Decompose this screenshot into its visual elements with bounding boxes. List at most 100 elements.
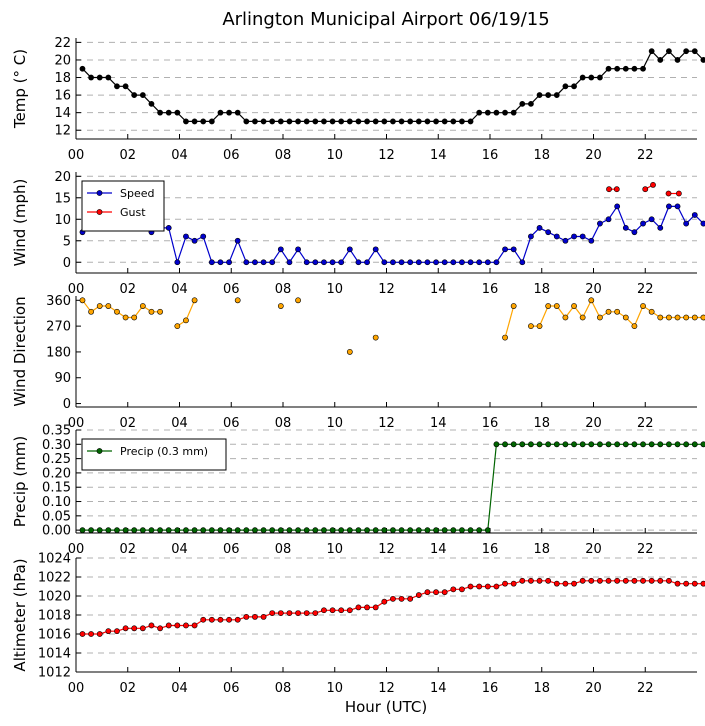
data-point <box>467 527 474 534</box>
data-point <box>467 583 474 590</box>
legend-box <box>81 180 165 232</box>
y-tick-label: 1018 <box>38 609 71 624</box>
data-point <box>553 441 560 448</box>
data-point <box>217 109 224 116</box>
data-point <box>597 74 603 81</box>
y-tick-label: 18 <box>54 71 71 86</box>
data-point <box>666 203 672 210</box>
data-point <box>88 527 94 534</box>
data-point <box>174 622 181 629</box>
data-point <box>346 246 353 253</box>
data-point <box>174 527 181 534</box>
x-tick-label: 20 <box>585 416 602 431</box>
data-point <box>372 334 379 341</box>
data-point <box>381 527 388 534</box>
data-point <box>217 527 224 534</box>
data-point <box>614 65 621 72</box>
data-point <box>579 74 586 81</box>
data-point <box>700 57 705 63</box>
x-tick-label: 12 <box>378 416 395 431</box>
data-point <box>390 259 396 266</box>
data-point <box>148 308 155 315</box>
x-tick-label: 18 <box>533 681 550 696</box>
data-point <box>234 297 241 304</box>
data-point <box>622 577 629 584</box>
data-point <box>114 308 120 315</box>
data-point <box>424 589 431 596</box>
x-tick-label: 14 <box>430 416 447 431</box>
data-point <box>441 259 448 266</box>
data-point <box>243 614 250 620</box>
data-point <box>338 118 345 125</box>
data-point <box>597 577 603 584</box>
data-point <box>329 607 336 614</box>
data-point <box>105 628 112 635</box>
data-point <box>510 246 517 253</box>
data-point <box>390 595 396 602</box>
data-point <box>614 441 621 448</box>
data-point <box>398 527 405 534</box>
data-point <box>329 527 336 534</box>
data-point <box>640 303 646 309</box>
data-point <box>183 622 189 629</box>
data-point <box>303 527 310 534</box>
x-tick-label: 20 <box>585 282 602 297</box>
data-point <box>657 577 664 584</box>
data-point <box>303 259 310 266</box>
y-tick-label: 1022 <box>38 571 71 586</box>
data-point <box>631 577 638 584</box>
data-point <box>597 441 603 448</box>
data-point <box>183 233 189 240</box>
y-axis-label: Altimeter (hPa) <box>11 558 29 671</box>
data-point <box>355 118 362 125</box>
data-point <box>562 237 569 244</box>
data-point <box>286 527 293 534</box>
data-point <box>683 220 690 227</box>
data-point <box>571 233 577 240</box>
data-point <box>502 580 508 587</box>
x-tick-label: 04 <box>171 282 188 297</box>
data-point <box>691 580 698 587</box>
y-tick-label: 14 <box>54 106 71 121</box>
data-point <box>502 334 508 341</box>
x-tick-label: 12 <box>378 148 395 163</box>
data-point <box>191 622 198 629</box>
x-tick-label: 12 <box>378 542 395 557</box>
data-point <box>105 303 112 309</box>
data-point <box>277 118 284 125</box>
legend-label: Speed <box>120 187 154 200</box>
data-point <box>631 65 638 72</box>
data-point <box>648 48 655 55</box>
data-point <box>381 118 388 125</box>
data-point <box>312 118 319 125</box>
data-point <box>234 527 241 534</box>
data-point <box>493 109 500 116</box>
data-point <box>657 314 664 321</box>
data-point <box>364 527 370 534</box>
data-point <box>528 233 534 240</box>
data-point <box>424 118 431 125</box>
data-point <box>381 598 388 605</box>
data-point <box>562 441 569 448</box>
data-point <box>321 259 327 266</box>
data-point <box>295 118 301 125</box>
y-tick-label: 22 <box>54 36 71 51</box>
y-tick-label: 0.00 <box>42 524 71 539</box>
data-point <box>545 441 552 448</box>
data-point <box>234 616 241 623</box>
data-point <box>588 237 595 244</box>
data-point <box>295 610 301 616</box>
data-point <box>450 527 457 534</box>
x-tick-label: 00 <box>68 681 85 696</box>
data-point <box>528 100 534 107</box>
y-axis-label: Wind Direction <box>11 296 29 406</box>
data-point <box>683 441 690 448</box>
data-point <box>459 527 465 534</box>
data-point <box>588 74 595 81</box>
data-point <box>321 607 327 614</box>
data-point <box>691 212 698 218</box>
data-point <box>510 109 517 116</box>
x-tick-label: 16 <box>482 542 499 557</box>
data-point <box>510 580 517 587</box>
data-point <box>674 57 681 63</box>
